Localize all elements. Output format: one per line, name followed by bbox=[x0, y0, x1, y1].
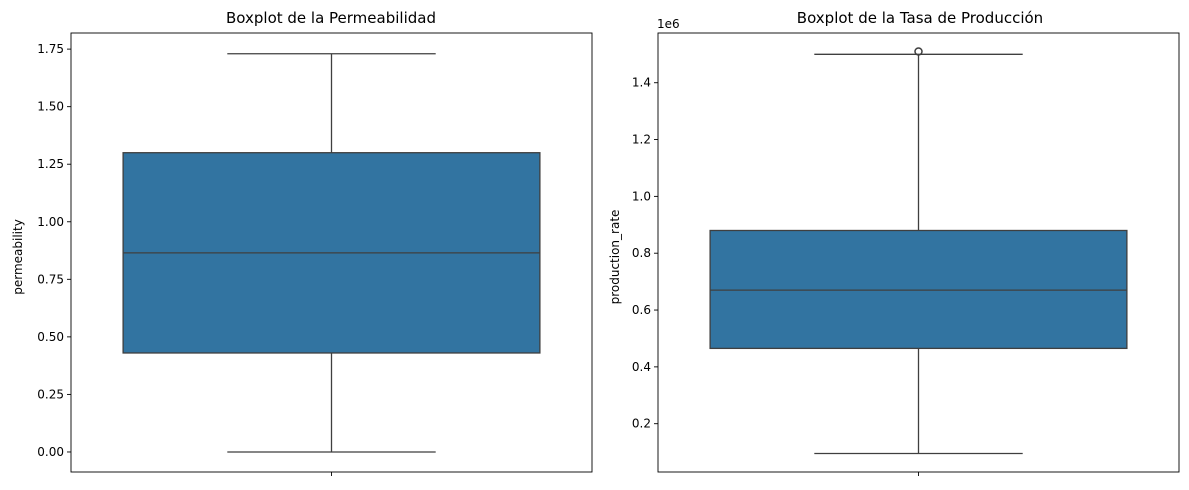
y-axis-label: permeability bbox=[11, 219, 25, 295]
y-tick-label: 1.00 bbox=[37, 215, 64, 229]
y-tick-label: 0.00 bbox=[37, 445, 64, 459]
chart-title: Boxplot de la Permeabilidad bbox=[226, 9, 436, 27]
y-tick-label: 0.6 bbox=[632, 303, 651, 317]
y-tick-label: 1.2 bbox=[632, 133, 651, 147]
y-tick-label: 0.25 bbox=[37, 387, 64, 401]
chart-title: Boxplot de la Tasa de Producción bbox=[797, 9, 1043, 27]
plot-area: 0.2 0.4 0.6 0.8 1.0 1.2 1.4 bbox=[632, 32, 1180, 476]
chart-panel-production-rate: Boxplot de la Tasa de Producción product… bbox=[608, 9, 1180, 476]
plot-area: 0.00 0.25 0.50 0.75 1.00 1.25 1.50 1.75 bbox=[37, 32, 593, 476]
y-axis-offset-label: 1e6 bbox=[657, 17, 680, 31]
y-tick-label: 1.4 bbox=[632, 76, 651, 90]
y-tick-label: 1.75 bbox=[37, 42, 64, 56]
y-tick-label: 0.2 bbox=[632, 417, 651, 431]
y-tick-label: 0.50 bbox=[37, 330, 64, 344]
y-tick-label: 1.25 bbox=[37, 157, 64, 171]
y-tick-label: 0.4 bbox=[632, 360, 651, 374]
y-tick-label: 1.0 bbox=[632, 189, 651, 203]
y-tick-label: 0.8 bbox=[632, 246, 651, 260]
interquartile-box bbox=[709, 229, 1128, 350]
outlier-point bbox=[914, 47, 923, 56]
y-tick-label: 1.50 bbox=[37, 100, 64, 114]
y-tick-label: 0.75 bbox=[37, 272, 64, 286]
y-axis-label: production_rate bbox=[608, 210, 622, 305]
chart-panel-permeability: Boxplot de la Permeabilidad permeability… bbox=[11, 9, 593, 476]
